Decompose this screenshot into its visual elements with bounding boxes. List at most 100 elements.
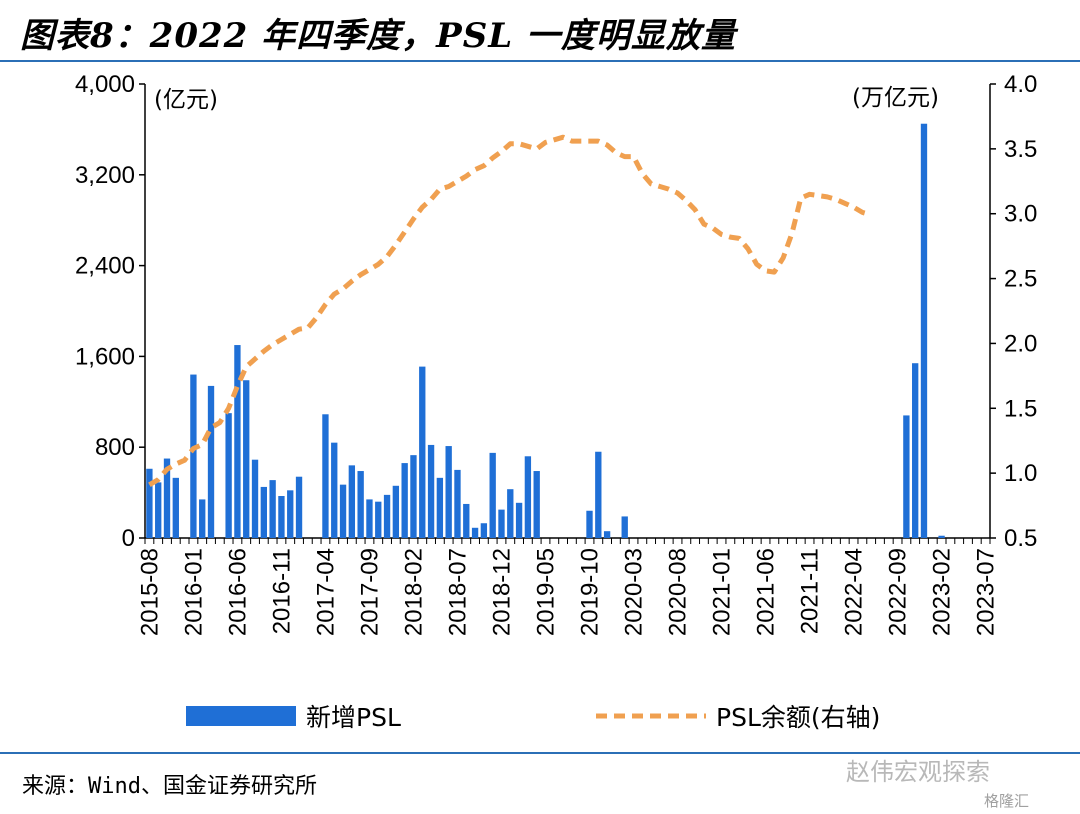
bar (533, 471, 540, 538)
bar (348, 465, 356, 538)
psl-balance-line (148, 134, 872, 487)
x-tick-label: 2019-05 (532, 548, 559, 636)
bar (515, 502, 523, 538)
bar (207, 385, 215, 538)
legend-label-bar: 新增PSL (306, 703, 401, 732)
bar (199, 499, 206, 538)
x-tick-label: 2018-02 (400, 548, 427, 636)
watermark: 赵伟宏观探索 (846, 758, 990, 786)
x-tick-label: 2023-07 (973, 548, 1000, 636)
bar (586, 510, 593, 538)
bar (155, 482, 162, 538)
x-tick-label: 2020-03 (621, 548, 648, 636)
x-tick-label: 2016-11 (268, 548, 295, 634)
left-tick-label: 3,200 (75, 162, 135, 189)
bar (392, 485, 400, 538)
x-tick-label: 2020-08 (665, 548, 692, 636)
x-tick-label: 2021-06 (753, 548, 780, 636)
bar (427, 444, 435, 538)
bar (480, 523, 488, 538)
bar (498, 509, 505, 538)
bar (295, 476, 303, 538)
source-rule (0, 752, 1080, 754)
bar (463, 503, 470, 538)
title-rule (0, 60, 1080, 62)
right-tick-label: 0.5 (1004, 525, 1037, 552)
bar (269, 480, 276, 538)
bar (401, 463, 408, 538)
right-tick-label: 2.0 (1004, 330, 1037, 357)
right-tick-label: 1.5 (1004, 395, 1037, 422)
bar (454, 469, 461, 538)
x-tick-label: 2023-02 (929, 548, 956, 636)
bar (172, 477, 179, 538)
legend: 新增PSL PSL余额(右轴) (186, 703, 880, 732)
bar (278, 496, 285, 538)
bar (471, 527, 479, 538)
legend-swatch-bar (186, 706, 296, 726)
bar (331, 442, 338, 538)
x-tick-label: 2017-09 (356, 548, 383, 636)
bar (920, 123, 928, 538)
x-tick-label: 2021-11 (797, 548, 824, 634)
legend-label-line: PSL余额(右轴) (716, 703, 880, 732)
source-note: 来源：Wind、国金证券研究所 (22, 774, 317, 799)
x-tick-label: 2018-07 (444, 548, 471, 636)
x-tick-label: 2017-04 (312, 548, 339, 636)
right-tick-label: 4.0 (1004, 71, 1037, 98)
bar (339, 484, 347, 538)
bar (445, 446, 452, 538)
bar (489, 452, 496, 538)
right-unit-label: (万亿元) (852, 85, 939, 111)
bar (146, 468, 153, 538)
bar (903, 415, 910, 538)
x-tick-label: 2021-01 (709, 548, 736, 636)
bar (251, 459, 259, 538)
x-tick-label: 2016-01 (180, 548, 207, 636)
x-tick-label: 2016-06 (224, 548, 251, 636)
bar (234, 345, 241, 538)
watermark-logo: 格隆汇 (984, 792, 1030, 810)
bar (507, 489, 514, 538)
x-tick-label: 2019-10 (577, 548, 604, 636)
chart-title: 图表8：2022 年四季度，PSL 一度明显放量 (20, 16, 736, 56)
bar (383, 494, 391, 538)
left-tick-label: 4,000 (75, 71, 135, 98)
bar (287, 490, 294, 538)
chart-area: 0 800 1,600 2,400 3,200 4,000 0.5 1.0 1.5 2.0 2.5 3… (75, 71, 1037, 732)
left-unit-label: (亿元) (154, 87, 218, 113)
bar (419, 366, 426, 538)
bar (225, 413, 232, 538)
bar (524, 456, 532, 538)
bar (260, 486, 267, 538)
bar (938, 535, 945, 538)
line-series (148, 134, 872, 487)
bar (357, 471, 364, 538)
x-tick-label: 2022-09 (885, 548, 912, 636)
bar (190, 374, 197, 538)
bar (410, 455, 417, 538)
left-tick-label: 800 (95, 434, 135, 461)
bar (621, 516, 628, 538)
right-tick-label: 2.5 (1004, 266, 1037, 293)
x-tick-label: 2015-08 (136, 548, 163, 636)
left-tick-label: 1,600 (75, 343, 135, 370)
left-tick-label: 0 (122, 525, 135, 552)
left-tick-label: 2,400 (75, 253, 135, 280)
x-tick-label: 2018-12 (488, 548, 515, 636)
bar (163, 458, 171, 538)
bar (436, 477, 444, 538)
x-tick-label: 2022-04 (841, 548, 868, 636)
bar (366, 499, 373, 538)
bar (912, 363, 919, 538)
right-tick-label: 1.0 (1004, 460, 1037, 487)
bar (243, 380, 250, 538)
bar (375, 501, 382, 538)
bar (595, 451, 602, 538)
bar-series (146, 123, 945, 538)
right-tick-label: 3.0 (1004, 201, 1037, 228)
bar (603, 531, 611, 538)
axes: 0 800 1,600 2,400 3,200 4,000 0.5 1.0 1.5 2.0 2.5 3… (75, 71, 1037, 636)
bar (322, 414, 329, 538)
right-tick-label: 3.5 (1004, 136, 1037, 163)
